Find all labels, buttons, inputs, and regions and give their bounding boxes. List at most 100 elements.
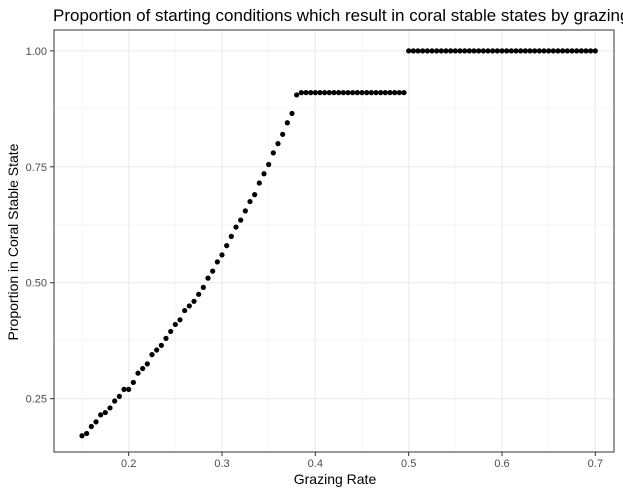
data-point [312, 90, 318, 96]
data-point [373, 90, 379, 96]
data-point [448, 48, 454, 54]
data-point [578, 48, 584, 54]
data-point [396, 90, 402, 96]
data-point [424, 48, 430, 54]
data-point [266, 161, 272, 168]
data-point [574, 48, 580, 54]
data-point [569, 48, 575, 54]
x-tick-label: 0.4 [308, 458, 323, 470]
data-point [564, 48, 570, 54]
data-point [359, 90, 365, 96]
data-point [121, 386, 127, 392]
data-point [401, 90, 407, 96]
data-point [490, 48, 496, 54]
data-point [140, 365, 146, 372]
data-point [410, 48, 416, 54]
data-point [224, 243, 230, 249]
data-point [256, 180, 262, 186]
data-point [466, 48, 472, 54]
data-point [79, 433, 85, 439]
data-point [247, 198, 253, 205]
x-tick-label: 0.6 [494, 458, 509, 470]
x-axis-label: Grazing Rate [294, 471, 377, 487]
data-point [560, 48, 566, 54]
data-points [79, 48, 598, 439]
data-point [392, 90, 398, 96]
data-point [298, 90, 304, 96]
data-point [382, 90, 388, 96]
data-point [364, 90, 370, 96]
data-point [107, 405, 113, 411]
data-point [219, 252, 225, 258]
data-point [182, 307, 188, 314]
data-point [186, 303, 192, 309]
data-point [214, 259, 220, 265]
data-point [233, 224, 239, 230]
data-point [429, 48, 435, 54]
x-tick-label: 0.2 [121, 458, 136, 470]
data-point [270, 150, 276, 156]
data-point [340, 90, 346, 96]
x-tick-label: 0.3 [214, 458, 229, 470]
data-point [303, 90, 309, 96]
data-point [350, 90, 356, 96]
data-point [513, 48, 519, 54]
data-point [130, 379, 136, 386]
data-point [280, 131, 286, 137]
data-point [550, 48, 556, 54]
data-point [452, 48, 458, 54]
data-point [93, 419, 99, 425]
data-point [172, 321, 178, 328]
x-tick-label: 0.7 [588, 458, 603, 470]
data-point [98, 412, 104, 418]
data-point [532, 48, 538, 54]
data-point [420, 48, 426, 54]
x-axis: 0.2 0.3 0.4 0.5 0.6 0.7 [121, 452, 603, 470]
data-point [238, 217, 244, 223]
data-point [191, 298, 197, 304]
data-point [317, 90, 323, 96]
data-point [275, 141, 281, 147]
data-point [205, 275, 211, 281]
data-point [354, 90, 360, 96]
data-point [368, 90, 374, 96]
data-point [261, 171, 267, 177]
data-point [200, 284, 206, 290]
data-point [88, 423, 94, 430]
data-point [588, 48, 594, 54]
data-point [112, 398, 118, 404]
data-point [499, 48, 505, 54]
data-point [331, 90, 337, 96]
data-point [494, 48, 500, 54]
y-tick-label: 1.00 [26, 46, 47, 58]
data-point [149, 352, 155, 358]
data-point [508, 48, 514, 54]
data-point [378, 90, 384, 96]
data-point [154, 347, 160, 353]
data-point [406, 48, 412, 54]
y-tick-label: 0.50 [26, 278, 47, 290]
y-axis: 0.25 0.50 0.75 1.00 [26, 46, 54, 406]
data-point [476, 48, 482, 54]
data-point [177, 317, 183, 323]
data-point [443, 48, 449, 54]
x-tick-label: 0.5 [401, 458, 416, 470]
data-point [163, 335, 169, 341]
data-point [555, 48, 561, 54]
y-tick-label: 0.25 [26, 394, 47, 406]
minor-gridlines [54, 30, 614, 452]
data-point [504, 48, 510, 54]
data-point [471, 48, 477, 54]
data-point [308, 90, 314, 96]
data-point [592, 48, 598, 54]
data-point [583, 48, 589, 54]
data-point [345, 90, 351, 96]
data-point [546, 48, 552, 54]
data-point [527, 48, 533, 54]
data-point [228, 233, 234, 239]
data-point [126, 386, 132, 392]
panel-background [54, 30, 614, 452]
data-point [168, 328, 174, 335]
y-axis-label: Proportion in Coral Stable State [5, 143, 21, 340]
